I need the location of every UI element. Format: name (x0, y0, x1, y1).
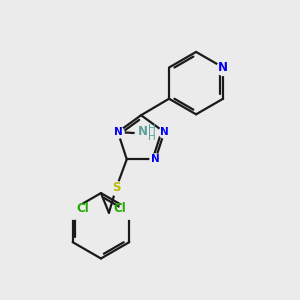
Text: H: H (148, 124, 155, 134)
Text: N: N (218, 61, 228, 74)
Text: N: N (160, 127, 169, 137)
Text: Cl: Cl (113, 202, 126, 215)
Text: N: N (151, 154, 160, 164)
Text: N: N (113, 127, 122, 137)
Text: N: N (138, 125, 148, 138)
Text: S: S (112, 181, 121, 194)
Text: H: H (148, 131, 155, 142)
Text: Cl: Cl (76, 202, 89, 215)
